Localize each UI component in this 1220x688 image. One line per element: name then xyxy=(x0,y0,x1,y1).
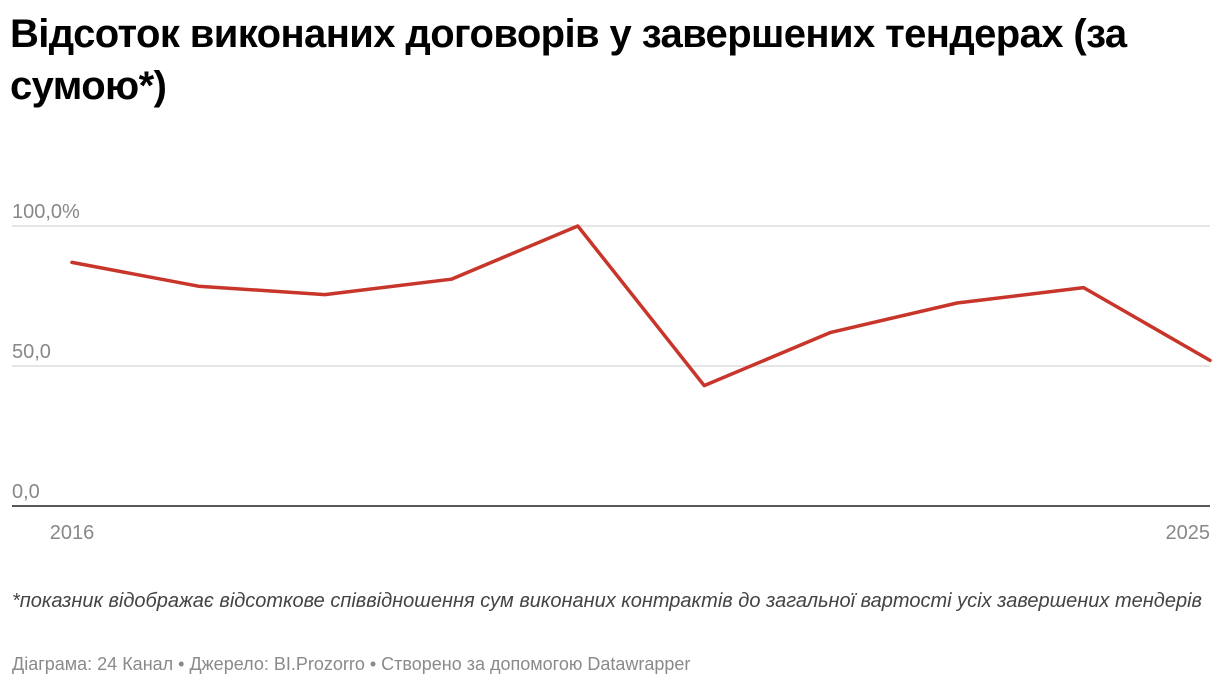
grid-layer xyxy=(12,225,1210,507)
y-tick-label: 50,0 xyxy=(12,341,51,363)
credits-line: Діаграма: 24 Канал • Джерело: BI.Prozorr… xyxy=(12,654,691,674)
line-layer xyxy=(70,224,1212,388)
x-tick-label: 2025 xyxy=(1166,522,1211,544)
footnote: *показник відображає відсоткове співвідн… xyxy=(12,590,1202,612)
x-tick-label: 2016 xyxy=(50,522,95,544)
line-chart: 0,0 50,0 100,0% 2016 2025 xyxy=(12,201,1212,544)
series-line xyxy=(70,224,1212,388)
y-tick-label: 100,0% xyxy=(12,201,80,223)
y-tick-label: 0,0 xyxy=(12,481,40,503)
chart-title: Відсоток виконаних договорів у завершени… xyxy=(10,12,1127,108)
label-layer: 0,0 50,0 100,0% 2016 2025 xyxy=(12,201,1210,544)
